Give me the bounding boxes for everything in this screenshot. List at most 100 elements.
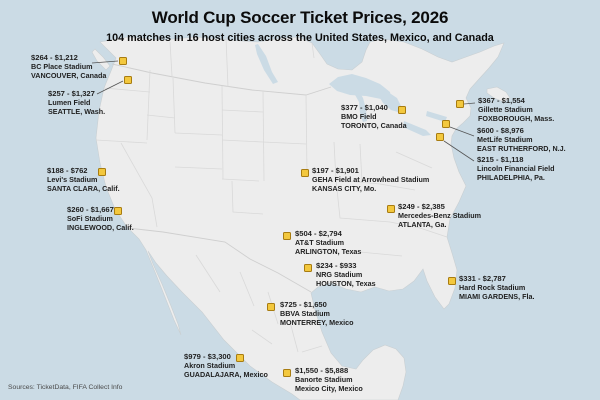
header: World Cup Soccer Ticket Prices, 2026 104… (0, 8, 600, 44)
city-marker-east-rutherford (442, 120, 450, 128)
stadium-name: Mercedes-Benz Stadium (398, 211, 482, 221)
city-label-mexico-city: $1,550 - $5,888 Banorte Stadium Mexico C… (295, 366, 363, 394)
city-name: MONTERREY, Mexico (280, 318, 354, 328)
stadium-name: Gillette Stadium (478, 105, 533, 115)
stadium-name: Lumen Field (48, 98, 91, 108)
stadium-name: GEHA Field at Arrowhead Stadium (312, 175, 430, 185)
lake-huron (377, 92, 401, 112)
lake-michigan (354, 91, 367, 122)
price-range: $331 - $2,787 (459, 274, 506, 283)
stadium-name: Banorte Stadium (295, 375, 353, 385)
price-range: $264 - $1,212 (31, 53, 78, 62)
city-name: INGLEWOOD, Calif. (67, 223, 134, 233)
city-label-seattle: $257 - $1,327 Lumen Field SEATTLE, Wash. (48, 89, 105, 117)
price-range: $504 - $2,794 (295, 229, 342, 238)
city-marker-monterrey (267, 303, 275, 311)
stadium-name: MetLife Stadium (477, 135, 533, 145)
city-name: SANTA CLARA, Calif. (47, 184, 120, 194)
price-range: $197 - $1,901 (312, 166, 359, 175)
city-marker-santa-clara (98, 168, 106, 176)
city-label-kansas-city: $197 - $1,901 GEHA Field at Arrowhead St… (312, 166, 429, 194)
leader-line-east-rutherford (449, 126, 475, 137)
city-name: PHILADELPHIA, Pa. (477, 173, 545, 183)
vancouver-island (91, 48, 111, 71)
price-range: $188 - $762 (47, 166, 88, 175)
stadium-name: BBVA Stadium (280, 309, 330, 319)
price-range: $249 - $2,385 (398, 202, 445, 211)
city-label-monterrey: $725 - $1,650 BBVA Stadium MONTERREY, Me… (280, 300, 354, 328)
stadium-name: Hard Rock Stadium (459, 283, 526, 293)
price-range: $979 - $3,300 (184, 352, 231, 361)
price-range: $234 - $933 (316, 261, 357, 270)
price-range: $257 - $1,327 (48, 89, 95, 98)
source-note: Sources: TicketData, FIFA Collect Info (8, 384, 123, 391)
landmass (95, 36, 505, 400)
city-marker-toronto (398, 106, 406, 114)
price-range: $367 - $1,554 (478, 96, 525, 105)
city-label-vancouver: $264 - $1,212 BC Place Stadium VANCOUVER… (31, 53, 106, 81)
price-range: $725 - $1,650 (280, 300, 327, 309)
stadium-name: BMO Field (341, 112, 377, 122)
stadium-name: Levi's Stadium (47, 175, 98, 185)
city-name: TORONTO, Canada (341, 121, 407, 131)
city-name: Mexico City, Mexico (295, 384, 363, 394)
city-label-toronto: $377 - $1,040 BMO Field TORONTO, Canada (341, 103, 407, 131)
city-marker-philadelphia (436, 133, 444, 141)
leader-line-philadelphia (443, 140, 475, 162)
city-marker-foxborough (456, 100, 464, 108)
leader-line-foxborough (463, 102, 476, 105)
city-marker-arlington (283, 232, 291, 240)
city-name: SEATTLE, Wash. (48, 107, 106, 117)
city-name: MIAMI GARDENS, Fla. (459, 292, 535, 302)
city-name: GUADALAJARA, Mexico (184, 370, 268, 380)
price-range: $1,550 - $5,888 (295, 366, 349, 375)
city-name: HOUSTON, Texas (316, 279, 376, 289)
city-name: FOXBOROUGH, Mass. (478, 114, 555, 124)
stadium-name: Lincoln Financial Field (477, 164, 555, 174)
city-label-miami-gardens: $331 - $2,787 Hard Rock Stadium MIAMI GA… (459, 274, 534, 302)
city-label-guadalajara: $979 - $3,300 Akron Stadium GUADALAJARA,… (184, 352, 268, 380)
leader-line-vancouver (91, 60, 119, 64)
state-boundaries (95, 37, 448, 353)
city-label-philadelphia: $215 - $1,118 Lincoln Financial Field PH… (477, 155, 554, 183)
city-name: ARLINGTON, Texas (295, 247, 362, 257)
city-marker-vancouver (119, 57, 127, 65)
city-label-foxborough: $367 - $1,554 Gillette Stadium FOXBOROUG… (478, 96, 554, 124)
city-marker-kansas-city (301, 169, 309, 177)
price-range: $600 - $8,976 (477, 126, 524, 135)
stadium-name: Akron Stadium (184, 361, 236, 371)
leader-line-seattle (96, 80, 124, 95)
lake-ontario (426, 111, 447, 122)
city-marker-miami-gardens (448, 277, 456, 285)
city-name: ATLANTA, Ga. (398, 220, 447, 230)
nova-scotia (486, 86, 511, 103)
stadium-name: AT&T Stadium (295, 238, 344, 248)
stadium-name: BC Place Stadium (31, 62, 93, 72)
lake-superior (329, 74, 391, 99)
city-name: EAST RUTHERFORD, N.J. (477, 144, 566, 154)
leader-lines (91, 60, 476, 162)
city-marker-inglewood (114, 207, 122, 215)
price-range: $377 - $1,040 (341, 103, 388, 112)
city-label-east-rutherford: $600 - $8,976 MetLife Stadium EAST RUTHE… (477, 126, 566, 154)
city-marker-guadalajara (236, 354, 244, 362)
page-title: World Cup Soccer Ticket Prices, 2026 (151, 8, 449, 27)
city-name: VANCOUVER, Canada (31, 71, 107, 81)
city-marker-mexico-city (283, 369, 291, 377)
city-label-inglewood: $260 - $1,667 SoFi Stadium INGLEWOOD, Ca… (67, 205, 134, 233)
city-label-santa-clara: $188 - $762 Levi's Stadium SANTA CLARA, … (47, 166, 120, 194)
lake-winnipeg (255, 44, 278, 84)
price-range: $215 - $1,118 (477, 155, 524, 164)
stadium-name: SoFi Stadium (67, 214, 113, 224)
stadium-name: NRG Stadium (316, 270, 363, 280)
lake-erie (403, 121, 431, 136)
city-label-arlington: $504 - $2,794 AT&T Stadium ARLINGTON, Te… (295, 229, 361, 257)
city-label-atlanta: $249 - $2,385 Mercedes-Benz Stadium ATLA… (398, 202, 481, 230)
city-name: KANSAS CITY, Mo. (312, 184, 377, 194)
city-label-houston: $234 - $933 NRG Stadium HOUSTON, Texas (316, 261, 376, 289)
city-marker-seattle (124, 76, 132, 84)
price-range: $260 - $1,667 (67, 205, 114, 214)
city-marker-atlanta (387, 205, 395, 213)
